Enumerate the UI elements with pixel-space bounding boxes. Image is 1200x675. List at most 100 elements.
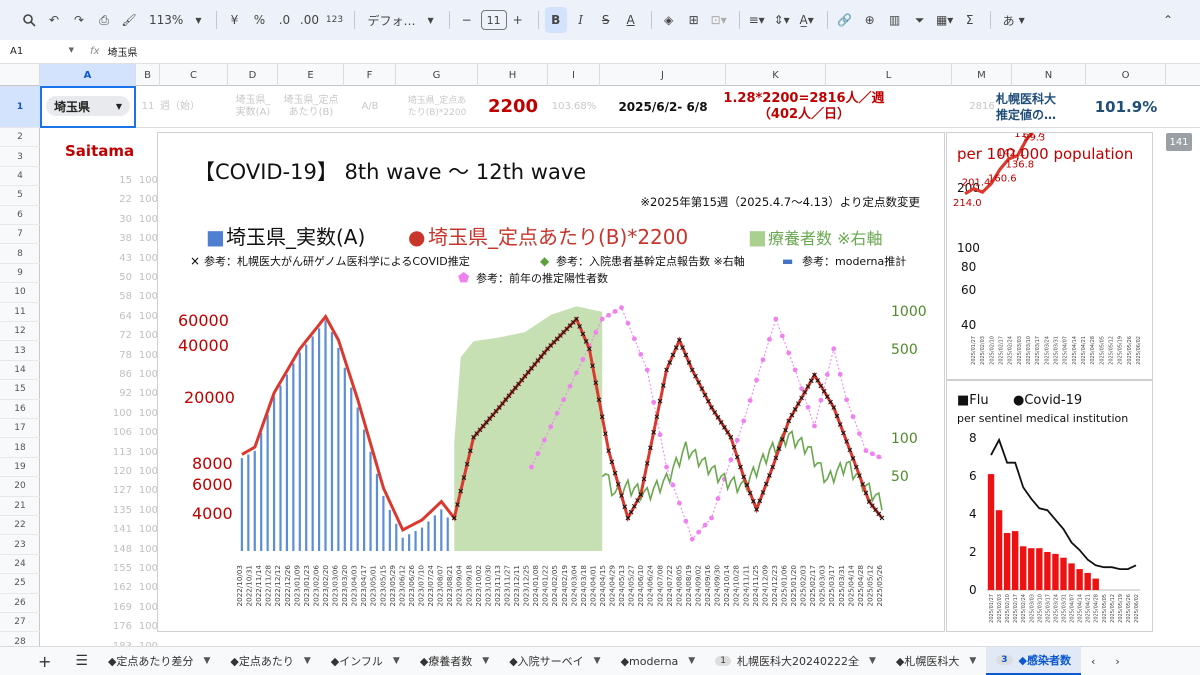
- column-header[interactable]: C: [160, 64, 228, 86]
- grid-cell-value[interactable]: 141: [112, 524, 132, 536]
- search-menus-icon[interactable]: [18, 7, 40, 33]
- column-header[interactable]: G: [396, 64, 478, 86]
- column-header[interactable]: O: [1086, 64, 1166, 86]
- grid-cell-value[interactable]: 100: [138, 621, 158, 633]
- cell-a2[interactable]: Saitama: [65, 142, 135, 160]
- collapse-toolbar-icon[interactable]: ⌃: [1162, 13, 1174, 27]
- grid-cell-value[interactable]: 100: [138, 601, 158, 613]
- sheet-tab[interactable]: ◆定点あたり差分 ▼: [98, 647, 220, 675]
- grid-cell-value[interactable]: 100: [138, 446, 158, 458]
- column-header[interactable]: B: [136, 64, 160, 86]
- cell-j1[interactable]: 2025/6/2- 6/8: [618, 100, 708, 114]
- percent-button[interactable]: %: [253, 13, 266, 27]
- grid-cell-value[interactable]: 22: [119, 194, 132, 206]
- row-header[interactable]: 4: [0, 167, 40, 187]
- row-header[interactable]: 20: [0, 477, 40, 497]
- row-header[interactable]: 3: [0, 147, 40, 167]
- sheet-tab[interactable]: 1 札幌医科大20240222全 ▼: [705, 647, 886, 675]
- cell-m1[interactable]: 2816: [969, 101, 995, 112]
- sheet-tab[interactable]: ◆療養者数 ▼: [410, 647, 499, 675]
- input-tools-select[interactable]: あ ▼: [997, 7, 1031, 33]
- row-header[interactable]: 7: [0, 225, 40, 245]
- column-header[interactable]: I: [548, 64, 600, 86]
- grid-cell-value[interactable]: 100: [138, 388, 158, 400]
- row-header[interactable]: 8: [0, 244, 40, 264]
- grid-cell-value[interactable]: 100: [138, 427, 158, 439]
- grid-cell-value[interactable]: 100: [138, 563, 158, 574]
- row-header[interactable]: 15: [0, 380, 40, 400]
- row-header[interactable]: 5: [0, 186, 40, 206]
- italic-button[interactable]: I: [578, 13, 584, 27]
- functions-button[interactable]: Σ: [965, 13, 974, 27]
- column-header[interactable]: N: [1012, 64, 1086, 86]
- cell-o1[interactable]: 101.9%: [1094, 98, 1158, 116]
- grid-cell-value[interactable]: 100: [138, 349, 158, 361]
- filter-icon[interactable]: ⏷: [914, 12, 925, 27]
- font-size-decrease-button[interactable]: −: [461, 13, 472, 27]
- grid-cell-value[interactable]: 176: [112, 621, 132, 633]
- grid-cell-value[interactable]: 100: [138, 407, 158, 419]
- currency-button[interactable]: ¥: [230, 13, 239, 27]
- row-header[interactable]: 21: [0, 497, 40, 516]
- grid-cell-value[interactable]: 100: [138, 466, 158, 477]
- grid-cell-value[interactable]: 113: [112, 446, 132, 458]
- grid-cell-value[interactable]: 30: [119, 213, 132, 225]
- grid-cell-value[interactable]: 100: [138, 330, 158, 342]
- grid-cell-value[interactable]: 100: [112, 407, 132, 419]
- sheet-tab[interactable]: 3 ◆感染者数: [986, 646, 1081, 675]
- grid-cell-value[interactable]: 100: [138, 485, 158, 497]
- grid-cell-value[interactable]: 100: [138, 291, 158, 303]
- zoom-select[interactable]: 113% ▼: [143, 7, 207, 33]
- undo-icon[interactable]: ↶: [48, 13, 60, 27]
- covid-chart[interactable]: 【COVID-19】 8th wave 〜 12th wave ※2025年第1…: [157, 132, 945, 632]
- cell-h1[interactable]: 2200: [487, 96, 539, 117]
- grid-cell-value[interactable]: 72: [119, 330, 132, 342]
- vertical-scrollbar[interactable]: 141: [1166, 133, 1192, 151]
- grid-cell-value[interactable]: 162: [112, 582, 132, 594]
- column-header[interactable]: D: [228, 64, 278, 86]
- scroll-tabs-left-icon[interactable]: ‹: [1091, 654, 1096, 668]
- font-size-input[interactable]: 11: [480, 10, 507, 30]
- dropdown-chip[interactable]: 埼玉県 ▼: [46, 96, 130, 116]
- column-header[interactable]: J: [600, 64, 726, 86]
- cell-k1[interactable]: 1.28*2200=2816人／週 （402人／日）: [723, 91, 885, 122]
- name-box[interactable]: A1 ▼: [0, 46, 82, 57]
- grid-cell-value[interactable]: 58: [119, 291, 132, 303]
- row-header[interactable]: 1: [0, 86, 40, 128]
- increase-decimal-button[interactable]: .00: [299, 13, 320, 27]
- column-header[interactable]: M: [952, 64, 1012, 86]
- column-header[interactable]: K: [726, 64, 826, 86]
- row-header[interactable]: 22: [0, 516, 40, 536]
- row-header[interactable]: 26: [0, 594, 40, 613]
- cell-g1[interactable]: 埼玉県_定点あ たり(B)*2200: [407, 96, 467, 118]
- strikethrough-button[interactable]: S: [601, 13, 610, 27]
- flu-covid-sentinel-chart[interactable]: ■Flu ●Covid-19 per sentinel medical inst…: [946, 380, 1153, 632]
- grid-cell-value[interactable]: 100: [138, 175, 158, 186]
- grid-cell-value[interactable]: 100: [138, 582, 158, 594]
- column-header[interactable]: L: [826, 64, 952, 86]
- row-header[interactable]: 9: [0, 264, 40, 284]
- column-header[interactable]: E: [278, 64, 344, 86]
- grid-cell-value[interactable]: 169: [112, 601, 132, 613]
- sheet-tab[interactable]: ◆moderna ▼: [611, 647, 706, 675]
- row-header[interactable]: 2: [0, 128, 40, 148]
- font-select[interactable]: デフォ… ▼: [361, 7, 439, 33]
- text-rotation-icon[interactable]: A̲▾: [799, 13, 814, 27]
- grid-cell-value[interactable]: 50: [119, 272, 132, 283]
- per-100k-chart[interactable]: per 100,000 population 200 100 80 60 40 …: [946, 29, 1153, 380]
- grid-cell-value[interactable]: 100: [138, 543, 158, 555]
- row-header[interactable]: 17: [0, 419, 40, 439]
- column-header[interactable]: A: [40, 64, 136, 86]
- row-header[interactable]: 14: [0, 361, 40, 381]
- selected-cell-a1[interactable]: [40, 86, 136, 128]
- cell-i1[interactable]: 103.68%: [551, 101, 597, 112]
- formula-input[interactable]: 埼玉県: [107, 48, 138, 59]
- row-header[interactable]: 24: [0, 555, 40, 575]
- fill-color-icon[interactable]: ◈: [664, 13, 674, 27]
- row-header[interactable]: 11: [0, 303, 40, 322]
- cell-d1[interactable]: 埼玉県_ 実数(A): [235, 95, 271, 118]
- merge-cells-icon[interactable]: ⊡▾: [710, 13, 727, 27]
- print-icon[interactable]: ⎙: [99, 12, 109, 27]
- row-header[interactable]: 10: [0, 283, 40, 303]
- grid-cell-value[interactable]: 78: [119, 349, 132, 361]
